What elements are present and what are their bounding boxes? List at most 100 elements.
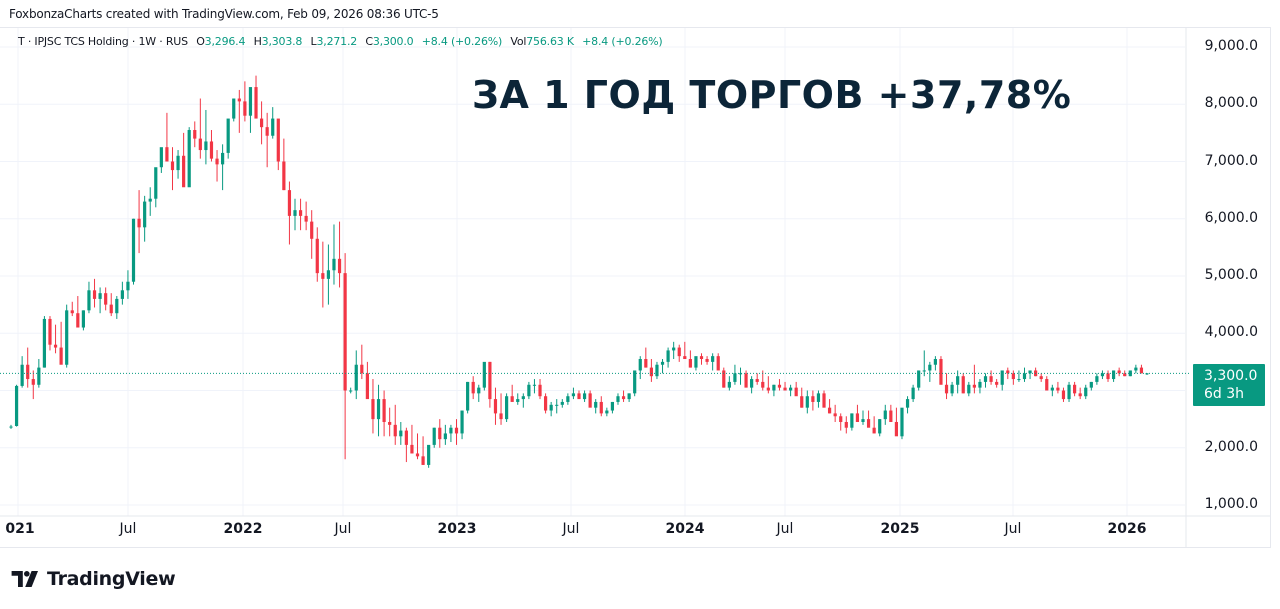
candle[interactable]	[605, 407, 609, 417]
candle[interactable]	[204, 109, 208, 165]
candle[interactable]	[76, 296, 80, 328]
candle[interactable]	[777, 379, 782, 391]
candle[interactable]	[833, 404, 837, 422]
candle[interactable]	[31, 370, 35, 400]
candle[interactable]	[967, 381, 971, 397]
candle[interactable]	[1061, 387, 1066, 402]
candle[interactable]	[933, 356, 937, 371]
candle[interactable]	[310, 210, 314, 259]
candle[interactable]	[471, 376, 475, 400]
candle[interactable]	[1078, 387, 1082, 400]
candle[interactable]	[443, 424, 447, 445]
candle[interactable]	[326, 244, 331, 305]
candle[interactable]	[282, 138, 286, 191]
candle[interactable]	[221, 144, 225, 191]
candle[interactable]	[627, 393, 631, 402]
candle[interactable]	[499, 393, 503, 425]
candle[interactable]	[298, 198, 303, 231]
candle[interactable]	[1095, 373, 1099, 385]
candle[interactable]	[894, 407, 899, 437]
candle[interactable]	[1034, 367, 1038, 377]
candle[interactable]	[905, 396, 910, 414]
candle[interactable]	[995, 379, 999, 388]
symbol-info[interactable]: T · IPJSC TCS Holding · 1W · RUS	[18, 35, 188, 48]
candle[interactable]	[1139, 364, 1144, 374]
candle[interactable]	[232, 98, 236, 122]
candle[interactable]	[844, 416, 848, 434]
candle[interactable]	[766, 376, 770, 394]
candle[interactable]	[438, 419, 442, 448]
candle[interactable]	[816, 390, 821, 408]
candle[interactable]	[371, 379, 375, 434]
candle[interactable]	[883, 404, 887, 425]
candle[interactable]	[672, 341, 676, 360]
candle[interactable]	[950, 381, 954, 397]
candle[interactable]	[131, 218, 136, 285]
candle[interactable]	[432, 427, 436, 448]
candle[interactable]	[811, 390, 815, 411]
candle[interactable]	[582, 390, 587, 402]
candle[interactable]	[404, 427, 408, 463]
candle[interactable]	[421, 436, 425, 465]
candle[interactable]	[315, 227, 319, 282]
candle[interactable]	[800, 387, 804, 408]
candle[interactable]	[198, 98, 202, 159]
candle[interactable]	[1045, 376, 1049, 391]
candle[interactable]	[9, 424, 13, 429]
candle[interactable]	[159, 147, 163, 173]
candle[interactable]	[187, 127, 191, 188]
candle[interactable]	[889, 404, 893, 422]
candle[interactable]	[1123, 370, 1127, 377]
candle[interactable]	[1134, 364, 1138, 374]
candle[interactable]	[176, 150, 180, 179]
candle[interactable]	[243, 81, 247, 122]
candle[interactable]	[566, 393, 570, 405]
candle[interactable]	[772, 384, 776, 397]
candle[interactable]	[1006, 367, 1010, 380]
candle[interactable]	[48, 316, 52, 351]
candle[interactable]	[209, 130, 214, 162]
candle[interactable]	[789, 384, 793, 397]
candle[interactable]	[699, 353, 704, 365]
candle[interactable]	[610, 401, 615, 414]
candle[interactable]	[794, 381, 798, 397]
candle[interactable]	[555, 399, 559, 414]
candle[interactable]	[360, 344, 364, 380]
candle[interactable]	[399, 421, 403, 445]
candle[interactable]	[53, 324, 58, 354]
candle[interactable]	[293, 198, 297, 231]
candle[interactable]	[259, 101, 264, 145]
candle[interactable]	[148, 187, 152, 216]
candle[interactable]	[14, 384, 19, 427]
candle[interactable]	[182, 132, 186, 188]
candle[interactable]	[215, 150, 219, 182]
candle[interactable]	[1017, 370, 1021, 382]
candle[interactable]	[70, 301, 74, 317]
candle[interactable]	[493, 387, 498, 425]
candle[interactable]	[1084, 384, 1088, 400]
candle[interactable]	[621, 390, 626, 402]
candle[interactable]	[505, 393, 509, 422]
candle[interactable]	[265, 112, 269, 168]
candle[interactable]	[98, 287, 102, 314]
tradingview-brand[interactable]: TradingView	[11, 568, 176, 590]
candle[interactable]	[477, 384, 481, 402]
candle[interactable]	[649, 359, 653, 382]
candle[interactable]	[349, 387, 353, 394]
candle[interactable]	[972, 364, 976, 394]
candle[interactable]	[644, 347, 648, 368]
candle[interactable]	[1128, 370, 1132, 377]
candle[interactable]	[388, 407, 392, 437]
candle[interactable]	[393, 404, 397, 445]
candle[interactable]	[510, 384, 514, 402]
candle[interactable]	[1117, 367, 1121, 377]
candle[interactable]	[1011, 370, 1015, 385]
candle[interactable]	[376, 384, 381, 437]
candle[interactable]	[254, 75, 258, 119]
candle[interactable]	[805, 390, 809, 414]
candle[interactable]	[87, 281, 91, 314]
candle[interactable]	[783, 381, 787, 391]
candle[interactable]	[1000, 370, 1004, 391]
candle[interactable]	[271, 107, 275, 139]
